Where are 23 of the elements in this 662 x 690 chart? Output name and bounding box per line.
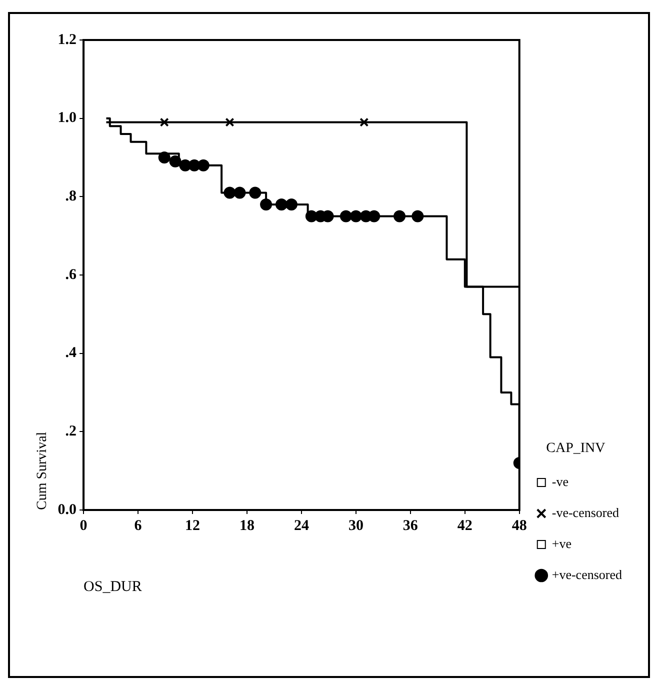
x-tick-label: 6 <box>134 518 142 534</box>
y-tick-label: .2 <box>65 424 77 440</box>
y-tick-label: .4 <box>65 345 78 362</box>
x-tick-label: 42 <box>457 518 472 534</box>
legend-label: -ve <box>552 474 569 489</box>
legend-title: CAP_INV <box>546 440 606 456</box>
y-tick-label: 1.2 <box>58 32 77 48</box>
x-tick-label: 18 <box>239 518 254 534</box>
y-axis-title: Cum Survival <box>35 432 50 510</box>
legend-label: -ve-censored <box>552 504 620 520</box>
x-tick-label: 12 <box>185 518 200 534</box>
x-tick-label: 48 <box>512 518 527 534</box>
x-axis-title: OS_DUR <box>84 578 142 595</box>
legend-label: +ve <box>552 536 572 551</box>
x-tick-label: 30 <box>348 518 364 534</box>
x-tick-label: 24 <box>294 518 310 534</box>
y-tick-label: .6 <box>65 266 78 283</box>
y-tick-label: 0.0 <box>58 502 77 518</box>
y-tick-label: .8 <box>65 188 77 205</box>
y-tick-label: 1.0 <box>58 110 77 126</box>
legend-label: +ve-censored <box>552 566 622 582</box>
x-tick-label: 36 <box>402 518 418 534</box>
x-tick-label: 0 <box>80 518 88 534</box>
